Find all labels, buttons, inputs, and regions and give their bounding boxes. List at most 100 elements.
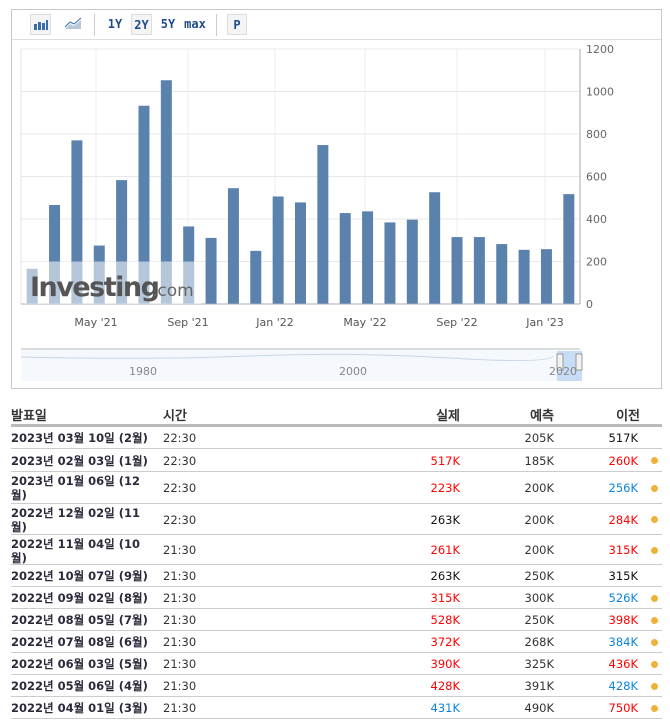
- y-tick-label: 600: [586, 171, 607, 184]
- x-tick-label: Sep '21: [167, 316, 208, 329]
- actual-value: 315K: [430, 591, 461, 605]
- forecast-value: 205K: [524, 431, 555, 445]
- forecast-value: 200K: [524, 481, 555, 495]
- bar: [272, 196, 284, 304]
- header-forecast: 예측: [530, 409, 554, 424]
- actual-value: 223K: [430, 481, 461, 495]
- bar: [250, 250, 262, 304]
- previous-value: 517K: [608, 431, 639, 445]
- release-date: 2023년 01월 06일 (12월): [11, 474, 141, 502]
- range-2y[interactable]: 2Y: [131, 14, 152, 35]
- area-chart-button[interactable]: [62, 14, 84, 35]
- navigator: [21, 349, 582, 381]
- y-tick-label: 0: [586, 298, 593, 311]
- previous-value: 436K: [608, 657, 639, 671]
- forecast-value: 325K: [524, 657, 555, 671]
- bar: [49, 204, 61, 304]
- navigator-handle-left[interactable]: [556, 353, 564, 371]
- navigator-label: 2000: [339, 365, 367, 378]
- p-button[interactable]: P: [227, 14, 247, 35]
- bar: [384, 222, 396, 304]
- release-time: 21:30: [163, 635, 197, 649]
- release-time: 21:30: [163, 701, 197, 715]
- release-date: 2022년 10월 07일 (9월): [11, 569, 148, 583]
- revision-dot-icon: [651, 484, 658, 492]
- release-time: 21:30: [163, 613, 197, 627]
- bar: [362, 211, 374, 304]
- navigator-label: 2020: [549, 365, 577, 378]
- actual-value: 263K: [430, 512, 461, 527]
- y-tick-label: 800: [586, 128, 607, 141]
- previous-value: 315K: [608, 569, 639, 583]
- table-row: 2023년 02월 03일 (1월) 22:30 517K 185K 260K: [11, 449, 662, 472]
- bar: [138, 105, 150, 304]
- table-row: 2023년 03월 10일 (2월) 22:30 205K 517K: [11, 427, 662, 449]
- investing-logo-watermark-suffix: .com: [152, 281, 194, 301]
- table-row: 2022년 06월 03일 (5월) 21:30 390K 325K 436K: [11, 653, 662, 675]
- bar: [406, 219, 418, 304]
- release-date: 2022년 07월 08일 (6월): [11, 635, 148, 649]
- actual-value: 261K: [430, 543, 461, 557]
- release-date: 2022년 05월 06일 (4월): [11, 679, 148, 693]
- table-row: 2022년 10월 07일 (9월) 21:30 263K 250K 315K: [11, 565, 662, 587]
- bar: [540, 249, 552, 304]
- watermark-overlay: [25, 261, 201, 304]
- forecast-value: 391K: [524, 679, 555, 693]
- navigator-series: [20, 353, 554, 362]
- y-tick-label: 400: [586, 213, 607, 226]
- release-time: 21:30: [163, 679, 197, 693]
- revision-dot-icon: [651, 682, 658, 690]
- release-time: 21:30: [163, 657, 197, 671]
- bar: [295, 202, 306, 304]
- header-actual: 실제: [436, 409, 460, 424]
- forecast-value: 200K: [524, 543, 555, 557]
- previous-value: 260K: [608, 453, 639, 468]
- y-tick-label: 200: [586, 256, 607, 269]
- forecast-value: 268K: [524, 635, 555, 649]
- x-tick-label: Sep '22: [436, 316, 477, 329]
- bar: [563, 194, 575, 304]
- x-tick-label: Jan '22: [255, 316, 293, 329]
- table-row: 2022년 05월 06일 (4월) 21:30 428K 391K 428K: [11, 675, 662, 697]
- forecast-value: 250K: [524, 613, 555, 627]
- revision-dot-icon: [651, 616, 658, 624]
- bar-chart-button[interactable]: [30, 14, 51, 35]
- revision-dot-icon: [651, 594, 658, 602]
- forecast-value: 250K: [524, 569, 555, 583]
- forecast-value: 490K: [524, 701, 555, 715]
- release-date: 2023년 02월 03일 (1월): [11, 453, 148, 468]
- previous-value: 398K: [608, 613, 639, 627]
- forecast-value: 300K: [524, 591, 555, 605]
- actual-value: 431K: [430, 701, 461, 715]
- release-date: 2022년 04월 01일 (3월): [11, 701, 148, 715]
- table-row: 2022년 08월 05일 (7월) 21:30 528K 250K 398K: [11, 609, 662, 631]
- investing-logo-watermark: Investing: [30, 272, 159, 303]
- bar: [317, 145, 329, 304]
- previous-value: 315K: [608, 543, 639, 557]
- forecast-value: 185K: [524, 453, 555, 468]
- bar: [227, 188, 239, 304]
- release-date: 2022년 06월 03일 (5월): [11, 657, 148, 671]
- table-row: 2022년 09월 02일 (8월) 21:30 315K 300K 526K: [11, 587, 662, 609]
- header-previous: 이전: [616, 409, 640, 424]
- bar: [160, 80, 172, 304]
- bar-chart: 0 200 400 600 800 1000 1200 May '21 Sep '21 Jan '…: [20, 43, 614, 381]
- bar: [429, 192, 441, 304]
- navigator-handle-right[interactable]: [575, 353, 583, 371]
- previous-value: 750K: [608, 701, 639, 715]
- range-5y[interactable]: 5Y: [160, 17, 176, 31]
- table-row: 2022년 07월 08일 (6월) 21:30 372K 268K 384K: [11, 631, 662, 653]
- release-time: 22:30: [163, 512, 197, 527]
- range-1y[interactable]: 1Y: [107, 17, 123, 31]
- x-tick-label: May '22: [343, 316, 386, 329]
- bar: [116, 180, 128, 304]
- area-chart-icon: [64, 17, 82, 29]
- actual-value: 517K: [430, 453, 461, 468]
- bar: [473, 237, 485, 304]
- header-date: 발표일: [11, 409, 47, 424]
- y-tick-label: 1200: [586, 43, 614, 56]
- release-time: 22:30: [163, 481, 197, 495]
- navigator-label: 1980: [129, 365, 157, 378]
- bar: [339, 213, 351, 304]
- range-max[interactable]: max: [184, 17, 206, 31]
